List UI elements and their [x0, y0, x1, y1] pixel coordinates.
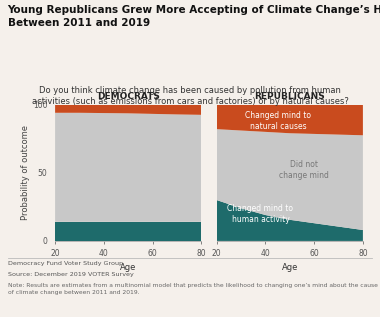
Text: Did not
change mind: Did not change mind [279, 160, 329, 180]
Text: Changed mind to
human activity: Changed mind to human activity [228, 204, 293, 224]
Text: Young Republicans Grew More Accepting of Climate Change’s Human Causes
Between 2: Young Republicans Grew More Accepting of… [8, 5, 380, 28]
Text: Do you think climate change has been caused by pollution from human
activities (: Do you think climate change has been cau… [32, 86, 348, 107]
X-axis label: Age: Age [120, 263, 136, 272]
Title: DEMOCRATS: DEMOCRATS [97, 92, 160, 101]
X-axis label: Age: Age [282, 263, 298, 272]
Text: Democracy Fund Voter Study Group: Democracy Fund Voter Study Group [8, 261, 123, 266]
Text: Changed mind to
natural causes: Changed mind to natural causes [245, 111, 311, 131]
Text: Note: Results are estimates from a multinomial model that predicts the likelihoo: Note: Results are estimates from a multi… [8, 283, 377, 294]
Title: REPUBLICANS: REPUBLICANS [254, 92, 325, 101]
Y-axis label: Probability of outcome: Probability of outcome [21, 125, 30, 220]
Text: Source: December 2019 VOTER Survey: Source: December 2019 VOTER Survey [8, 272, 133, 277]
